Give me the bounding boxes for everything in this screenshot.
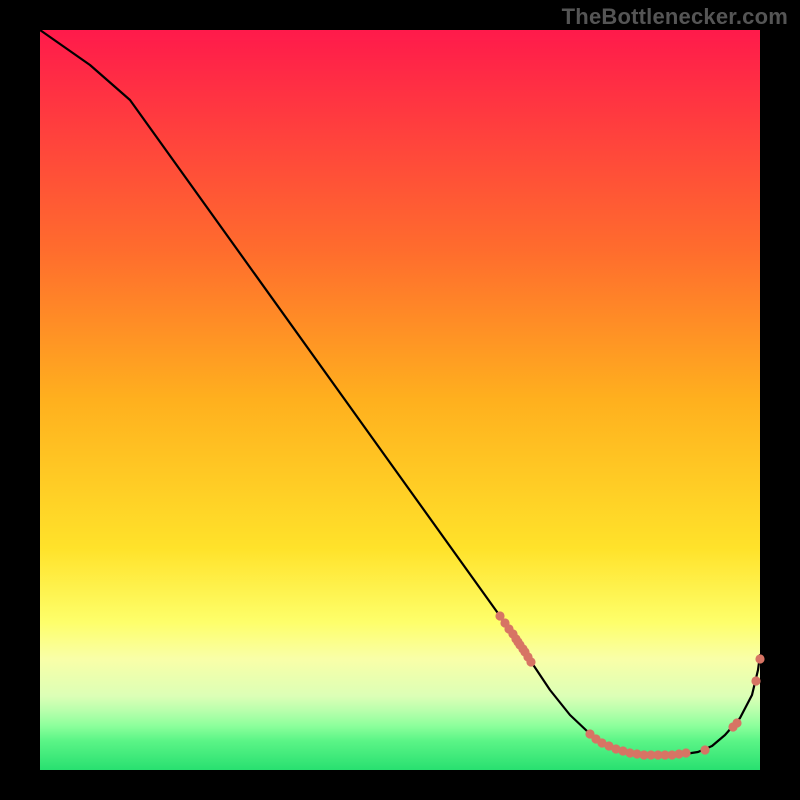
bottleneck-curve: [40, 30, 760, 755]
data-point: [751, 676, 760, 685]
data-point: [732, 718, 741, 727]
chart-svg: [40, 30, 760, 770]
marker-group: [495, 611, 764, 759]
data-point: [526, 657, 535, 666]
data-point: [681, 748, 690, 757]
data-point: [755, 654, 764, 663]
watermark-text: TheBottlenecker.com: [562, 4, 788, 30]
chart-plot-area: [40, 30, 760, 770]
data-point: [700, 745, 709, 754]
